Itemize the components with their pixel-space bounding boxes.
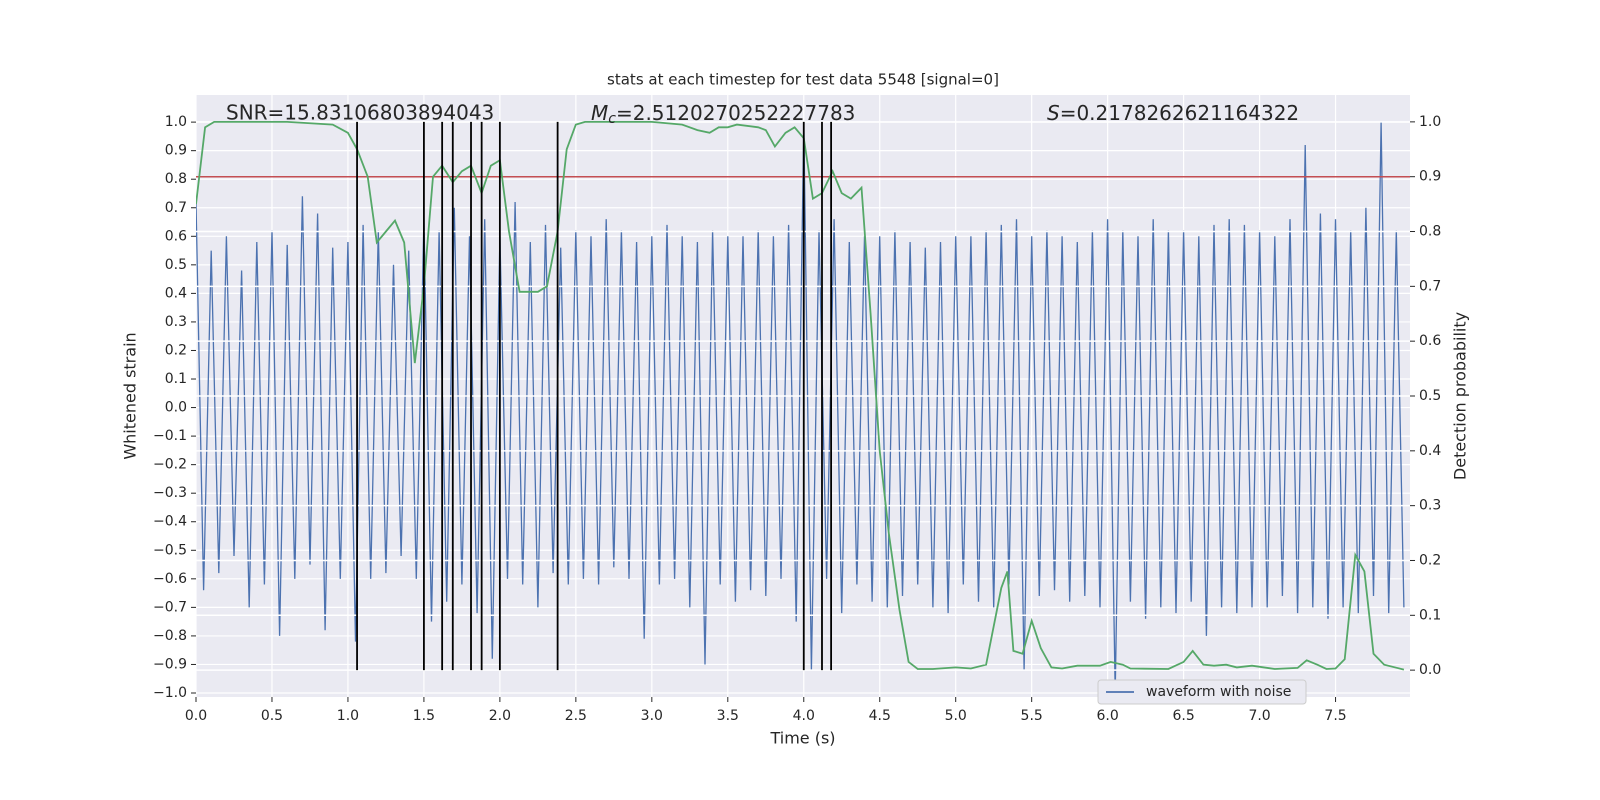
y-tick-label: 0.9 (165, 143, 187, 159)
y2-tick-label: 0.8 (1419, 224, 1441, 240)
legend-label: waveform with noise (1146, 684, 1291, 700)
annotation-subscript: c (608, 111, 616, 127)
chart-title: stats at each timestep for test data 554… (607, 71, 999, 89)
y2-axis-label: Detection probability (1451, 312, 1470, 480)
x-tick-label: 6.0 (1097, 708, 1119, 724)
x-tick-label: 4.0 (793, 708, 815, 724)
y-tick-label: 0.8 (165, 171, 187, 187)
y-tick-label: −0.3 (153, 485, 187, 501)
y2-tick-label: 0.4 (1419, 443, 1441, 459)
annotation: Mc=2.5120270252227783 (591, 101, 855, 128)
x-tick-label: 7.0 (1248, 708, 1270, 724)
y2-tick-label: 1.0 (1419, 114, 1441, 130)
annotation-symbol: S (1047, 101, 1060, 125)
y-tick-label: 0.0 (165, 400, 187, 416)
annotation-value: =2.5120270252227783 (616, 101, 855, 125)
y-tick-label: −1.0 (153, 685, 187, 701)
y-tick-label: 0.7 (165, 200, 187, 216)
x-tick-label: 0.5 (261, 708, 283, 724)
x-tick-label: 3.0 (641, 708, 663, 724)
y-tick-label: −0.4 (153, 514, 187, 530)
y2-tick-label: 0.3 (1419, 498, 1441, 514)
y-tick-label: −0.1 (153, 428, 187, 444)
y-tick-label: 0.2 (165, 342, 187, 358)
y-tick-label: −0.2 (153, 457, 187, 473)
x-tick-label: 5.5 (1021, 708, 1043, 724)
y-tick-label: −0.6 (153, 571, 187, 587)
y-axis-label: Whitened strain (121, 332, 140, 459)
annotation: SNR=15.83106803894043 (226, 101, 494, 125)
y2-tick-label: 0.9 (1419, 169, 1441, 185)
x-tick-label: 2.0 (489, 708, 511, 724)
annotation-value: =0.2178262621164322 (1060, 101, 1299, 125)
y2-tick-label: 0.5 (1419, 388, 1441, 404)
series-line (196, 121, 1405, 671)
x-tick-label: 1.0 (337, 708, 359, 724)
mark-layer (196, 121, 1410, 694)
y-tick-label: 0.4 (165, 285, 187, 301)
x-tick-label: 7.5 (1324, 708, 1346, 724)
series-line (196, 122, 1405, 694)
x-tick-label: 5.0 (945, 708, 967, 724)
y-tick-label: 0.1 (165, 371, 187, 387)
x-axis-label: Time (s) (769, 729, 835, 748)
y-tick-label: 0.3 (165, 314, 187, 330)
y2-tick-label: 0.0 (1419, 662, 1441, 678)
x-tick-label: 6.5 (1172, 708, 1194, 724)
y-tick-label: 0.5 (165, 257, 187, 273)
y-tick-label: −0.9 (153, 656, 187, 672)
y-tick-label: 1.0 (165, 114, 187, 130)
annotation-symbol: M (591, 101, 608, 125)
y-tick-label: −0.5 (153, 542, 187, 558)
x-tick-label: 0.0 (185, 708, 207, 724)
x-tick-label: 4.5 (869, 708, 891, 724)
y-tick-label: −0.7 (153, 599, 187, 615)
y-tick-label: 0.6 (165, 228, 187, 244)
y2-tick-label: 0.6 (1419, 333, 1441, 349)
y2-tick-label: 0.2 (1419, 552, 1441, 568)
overlay-layer: 0.0 0.5 1.0 1.5 2.0 2.5 3.0 3.5 4.0 4.5 5.0 5.5 6.0 6… (153, 114, 1441, 724)
x-tick-label: 3.5 (717, 708, 739, 724)
x-tick-label: 2.5 (565, 708, 587, 724)
y2-tick-label: 0.7 (1419, 278, 1441, 294)
legend-box (1097, 679, 1307, 705)
legend: waveform with noise (1097, 679, 1307, 705)
annotation: S=0.2178262621164322 (1047, 101, 1299, 125)
x-tick-label: 1.5 (413, 708, 435, 724)
y-tick-label: −0.8 (153, 628, 187, 644)
y2-tick-label: 0.1 (1419, 607, 1441, 623)
